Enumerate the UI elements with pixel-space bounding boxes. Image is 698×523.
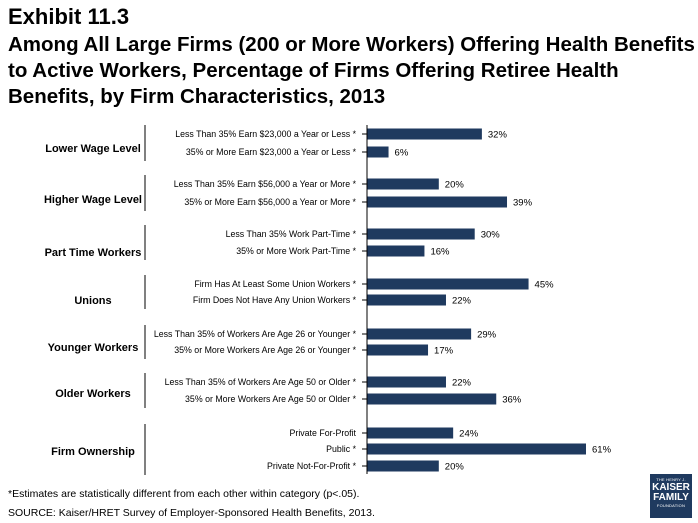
logo-line4: FOUNDATION	[656, 503, 686, 508]
data-label: 30%	[481, 230, 501, 241]
data-label: 29%	[477, 330, 497, 341]
exhibit-number: Exhibit 11.3	[8, 4, 130, 29]
category-label: Public *	[326, 444, 356, 454]
data-label: 6%	[395, 148, 409, 159]
category-label: 35% or More Earn $56,000 a Year or More …	[184, 197, 356, 207]
data-label: 16%	[430, 247, 450, 258]
category-label: Less Than 35% of Workers Are Age 26 or Y…	[154, 329, 357, 339]
bar	[367, 245, 425, 257]
bar	[367, 294, 446, 306]
chart-title: Among All Large Firms (200 or More Worke…	[8, 33, 695, 108]
bar	[367, 427, 454, 439]
data-label: 22%	[452, 296, 472, 307]
bar	[367, 460, 439, 472]
group-label: Firm Ownership	[51, 446, 135, 458]
category-label: Less Than 35% Work Part-Time *	[226, 229, 357, 239]
source-note: SOURCE: Kaiser/HRET Survey of Employer-S…	[8, 507, 375, 519]
category-label: Firm Has At Least Some Union Workers *	[194, 279, 356, 289]
bar	[367, 146, 389, 158]
group-label: Higher Wage Level	[44, 194, 142, 206]
category-label: 35% or More Workers Are Age 50 or Older …	[185, 394, 357, 404]
bar	[367, 443, 586, 455]
data-label: 61%	[592, 445, 612, 456]
bar	[367, 328, 472, 340]
bar	[367, 178, 439, 190]
data-label: 39%	[513, 198, 533, 209]
data-label: 20%	[445, 462, 465, 473]
data-label: 22%	[452, 378, 472, 389]
data-label: 20%	[445, 180, 465, 191]
category-label: 35% or More Earn $23,000 a Year or Less …	[186, 147, 357, 157]
logo-line2: KAISER	[652, 482, 690, 493]
group-label: Part Time Workers	[45, 247, 142, 259]
data-label: 32%	[488, 130, 508, 141]
kff-logo: THE HENRY J. KAISER FAMILY FOUNDATION	[650, 474, 692, 518]
category-label: Private For-Profit	[290, 428, 357, 438]
bar	[367, 128, 482, 140]
group-label: Younger Workers	[48, 342, 139, 354]
bar	[367, 376, 446, 388]
bar	[367, 228, 475, 240]
logo-line3: FAMILY	[653, 492, 689, 503]
category-label: Less Than 35% Earn $23,000 a Year or Les…	[175, 129, 356, 139]
logo-line1: THE HENRY J.	[656, 477, 686, 482]
group-label: Lower Wage Level	[45, 143, 141, 155]
bar	[367, 393, 497, 405]
bar	[367, 344, 429, 356]
data-label: 17%	[434, 346, 454, 357]
category-label: 35% or More Workers Are Age 26 or Younge…	[174, 345, 356, 355]
group-label: Older Workers	[55, 388, 131, 400]
data-label: 45%	[535, 280, 555, 291]
category-label: Less Than 35% Earn $56,000 a Year or Mor…	[174, 179, 357, 189]
data-label: 36%	[502, 395, 522, 406]
category-label: Less Than 35% of Workers Are Age 50 or O…	[165, 377, 357, 387]
category-label: 35% or More Work Part-Time *	[236, 246, 356, 256]
bar	[367, 278, 529, 290]
category-label: Private Not-For-Profit *	[267, 461, 357, 471]
group-label: Unions	[74, 295, 111, 307]
data-label: 24%	[459, 429, 479, 440]
footnote: *Estimates are statistically different f…	[8, 488, 360, 500]
bar	[367, 196, 508, 208]
category-label: Firm Does Not Have Any Union Workers *	[193, 295, 357, 305]
